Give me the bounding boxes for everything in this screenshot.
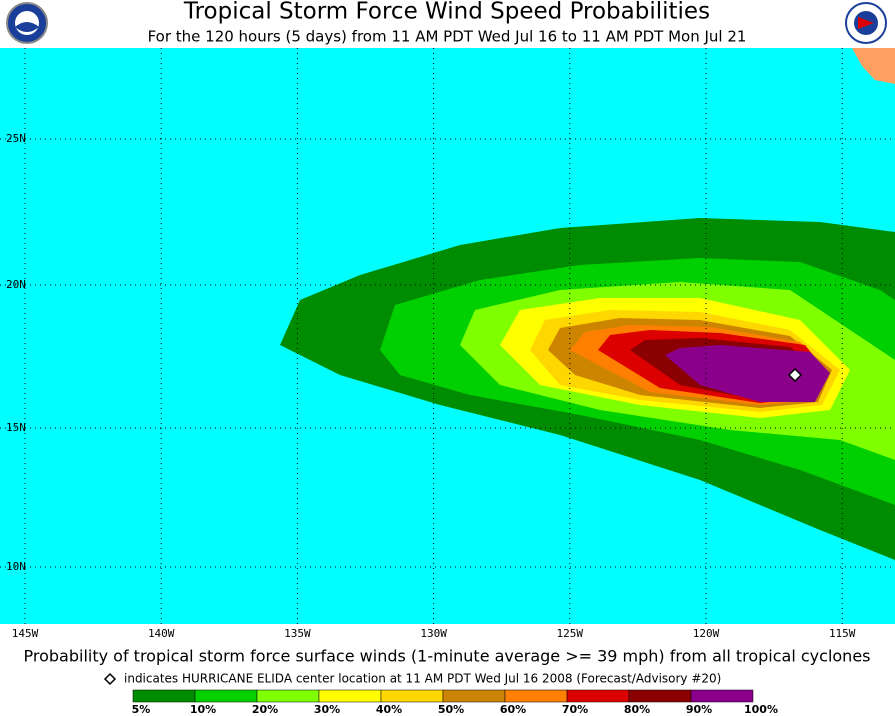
legend-swatch xyxy=(132,689,196,703)
legend-label: 70% xyxy=(562,703,588,716)
map: 25N 20N 15N 10N 145W 140W 135W 130W 125W 120W 115W xyxy=(0,48,895,640)
legend-label: 100% xyxy=(744,703,778,716)
legend-label: 80% xyxy=(624,703,650,716)
legend-label: 10% xyxy=(190,703,216,716)
legend-label: 20% xyxy=(252,703,278,716)
lat-label: 20N xyxy=(6,278,26,291)
lon-label: 140W xyxy=(148,627,175,640)
legend-swatch xyxy=(318,689,382,703)
lon-label: 130W xyxy=(420,627,447,640)
noaa-logo xyxy=(6,2,48,44)
legend-label: 60% xyxy=(500,703,526,716)
legend-swatch xyxy=(380,689,444,703)
lat-label: 15N xyxy=(6,421,26,434)
legend-label: 40% xyxy=(376,703,402,716)
legend-label: 90% xyxy=(686,703,712,716)
title: Tropical Storm Force Wind Speed Probabil… xyxy=(183,0,710,25)
nws-logo xyxy=(845,2,887,44)
legend-swatch xyxy=(442,689,506,703)
legend-swatch xyxy=(628,689,692,703)
lon-label: 135W xyxy=(284,627,311,640)
lat-label: 10N xyxy=(6,560,26,573)
lat-label: 25N xyxy=(6,132,26,145)
legend-label: 5% xyxy=(132,703,151,716)
contour-90 xyxy=(665,345,830,402)
subtitle: For the 120 hours (5 days) from 11 AM PD… xyxy=(148,28,747,46)
right-band xyxy=(865,368,895,440)
land xyxy=(852,48,895,84)
note-diamond xyxy=(103,672,117,686)
lon-label: 145W xyxy=(12,627,39,640)
legend-swatch xyxy=(194,689,258,703)
legend: 5% 10% 20% 30% 40% 50% 60% 70% 80% 90% 100% xyxy=(132,689,778,716)
legend-swatch xyxy=(690,689,754,703)
legend-swatch xyxy=(566,689,630,703)
legend-label: 50% xyxy=(438,703,464,716)
storm-center xyxy=(787,367,803,383)
legend-label: 30% xyxy=(314,703,340,716)
note: indicates HURRICANE ELIDA center locatio… xyxy=(124,672,721,686)
lon-label: 115W xyxy=(829,627,856,640)
legend-swatch xyxy=(256,689,320,703)
caption: Probability of tropical storm force surf… xyxy=(24,647,871,666)
legend-swatch xyxy=(504,689,568,703)
lon-label: 120W xyxy=(693,627,720,640)
lon-label: 125W xyxy=(557,627,584,640)
